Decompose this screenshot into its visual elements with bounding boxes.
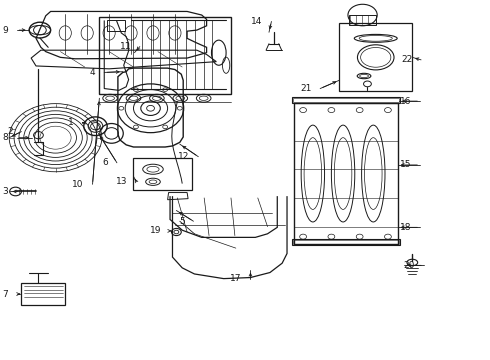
Bar <box>294 103 398 244</box>
Text: 3: 3 <box>2 187 8 196</box>
Text: 12: 12 <box>178 152 190 161</box>
Text: 11: 11 <box>120 42 131 51</box>
Text: 16: 16 <box>400 96 411 105</box>
Text: 4: 4 <box>90 68 96 77</box>
Text: 7: 7 <box>2 289 8 298</box>
Text: 5: 5 <box>179 217 185 226</box>
Circle shape <box>147 105 154 111</box>
Text: 19: 19 <box>150 226 162 235</box>
Text: 21: 21 <box>300 84 312 93</box>
Bar <box>339 23 412 91</box>
Text: 10: 10 <box>72 180 84 189</box>
Text: 14: 14 <box>251 17 263 26</box>
Bar <box>99 17 231 94</box>
Text: 6: 6 <box>102 158 108 167</box>
Bar <box>107 20 125 31</box>
Text: 8: 8 <box>2 133 8 142</box>
Text: 15: 15 <box>400 161 411 170</box>
Bar <box>293 98 399 102</box>
Text: 18: 18 <box>400 223 411 232</box>
Bar <box>292 239 400 245</box>
Bar <box>22 283 65 305</box>
Text: 22: 22 <box>401 55 412 64</box>
Bar <box>293 240 399 244</box>
Text: 9: 9 <box>2 26 8 35</box>
Bar <box>349 15 376 25</box>
Text: 17: 17 <box>230 274 242 283</box>
Bar <box>133 158 192 190</box>
Text: 2: 2 <box>7 127 13 136</box>
Text: 20: 20 <box>404 261 415 270</box>
Text: 1: 1 <box>68 118 74 127</box>
Text: 13: 13 <box>116 177 127 186</box>
Bar <box>292 97 400 103</box>
